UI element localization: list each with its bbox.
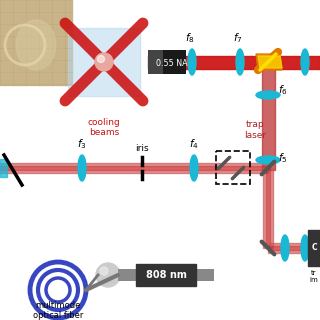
Text: 808 nm: 808 nm [146, 270, 187, 280]
Text: 0.55 NA: 0.55 NA [156, 59, 188, 68]
Text: C: C [311, 244, 317, 252]
Ellipse shape [236, 49, 244, 75]
Bar [196, 269, 214, 281]
Text: $f_6$: $f_6$ [278, 83, 288, 97]
Text: cooling
beams: cooling beams [88, 118, 120, 137]
Ellipse shape [256, 91, 280, 99]
Bar [0, 166, 268, 170]
Text: $f_5$: $f_5$ [278, 151, 288, 165]
Bar [0, 159, 7, 177]
Bar [0, 0, 72, 85]
Ellipse shape [301, 235, 309, 261]
Ellipse shape [190, 155, 198, 181]
Text: $f_4$: $f_4$ [189, 137, 199, 151]
Bar [136, 264, 196, 286]
Circle shape [95, 53, 113, 71]
Ellipse shape [78, 155, 86, 181]
Ellipse shape [188, 49, 196, 75]
Text: tr
im: tr im [310, 270, 318, 283]
Ellipse shape [281, 235, 289, 261]
Polygon shape [258, 56, 282, 68]
Text: multimode
optical fiber: multimode optical fiber [33, 300, 83, 320]
Bar [148, 55, 320, 68]
Bar [68, 28, 140, 96]
Text: trap
laser: trap laser [244, 120, 266, 140]
Text: $f_3$: $f_3$ [77, 137, 87, 151]
Text: iris: iris [135, 144, 149, 153]
Circle shape [98, 55, 105, 62]
Bar [216, 151, 250, 184]
Circle shape [96, 263, 120, 287]
Bar [266, 168, 270, 248]
Text: $f_8$: $f_8$ [185, 31, 195, 45]
Ellipse shape [256, 156, 280, 164]
Bar [308, 230, 320, 266]
Bar [118, 269, 136, 281]
Circle shape [100, 267, 108, 275]
Bar [0, 163, 268, 173]
Bar [148, 50, 186, 74]
Ellipse shape [301, 49, 309, 75]
Ellipse shape [16, 20, 56, 70]
Bar [268, 246, 320, 250]
Text: $f_7$: $f_7$ [233, 31, 243, 45]
Polygon shape [256, 54, 282, 70]
Bar [263, 168, 273, 248]
Bar [268, 243, 320, 253]
Bar [261, 62, 275, 170]
Bar [148, 50, 163, 74]
